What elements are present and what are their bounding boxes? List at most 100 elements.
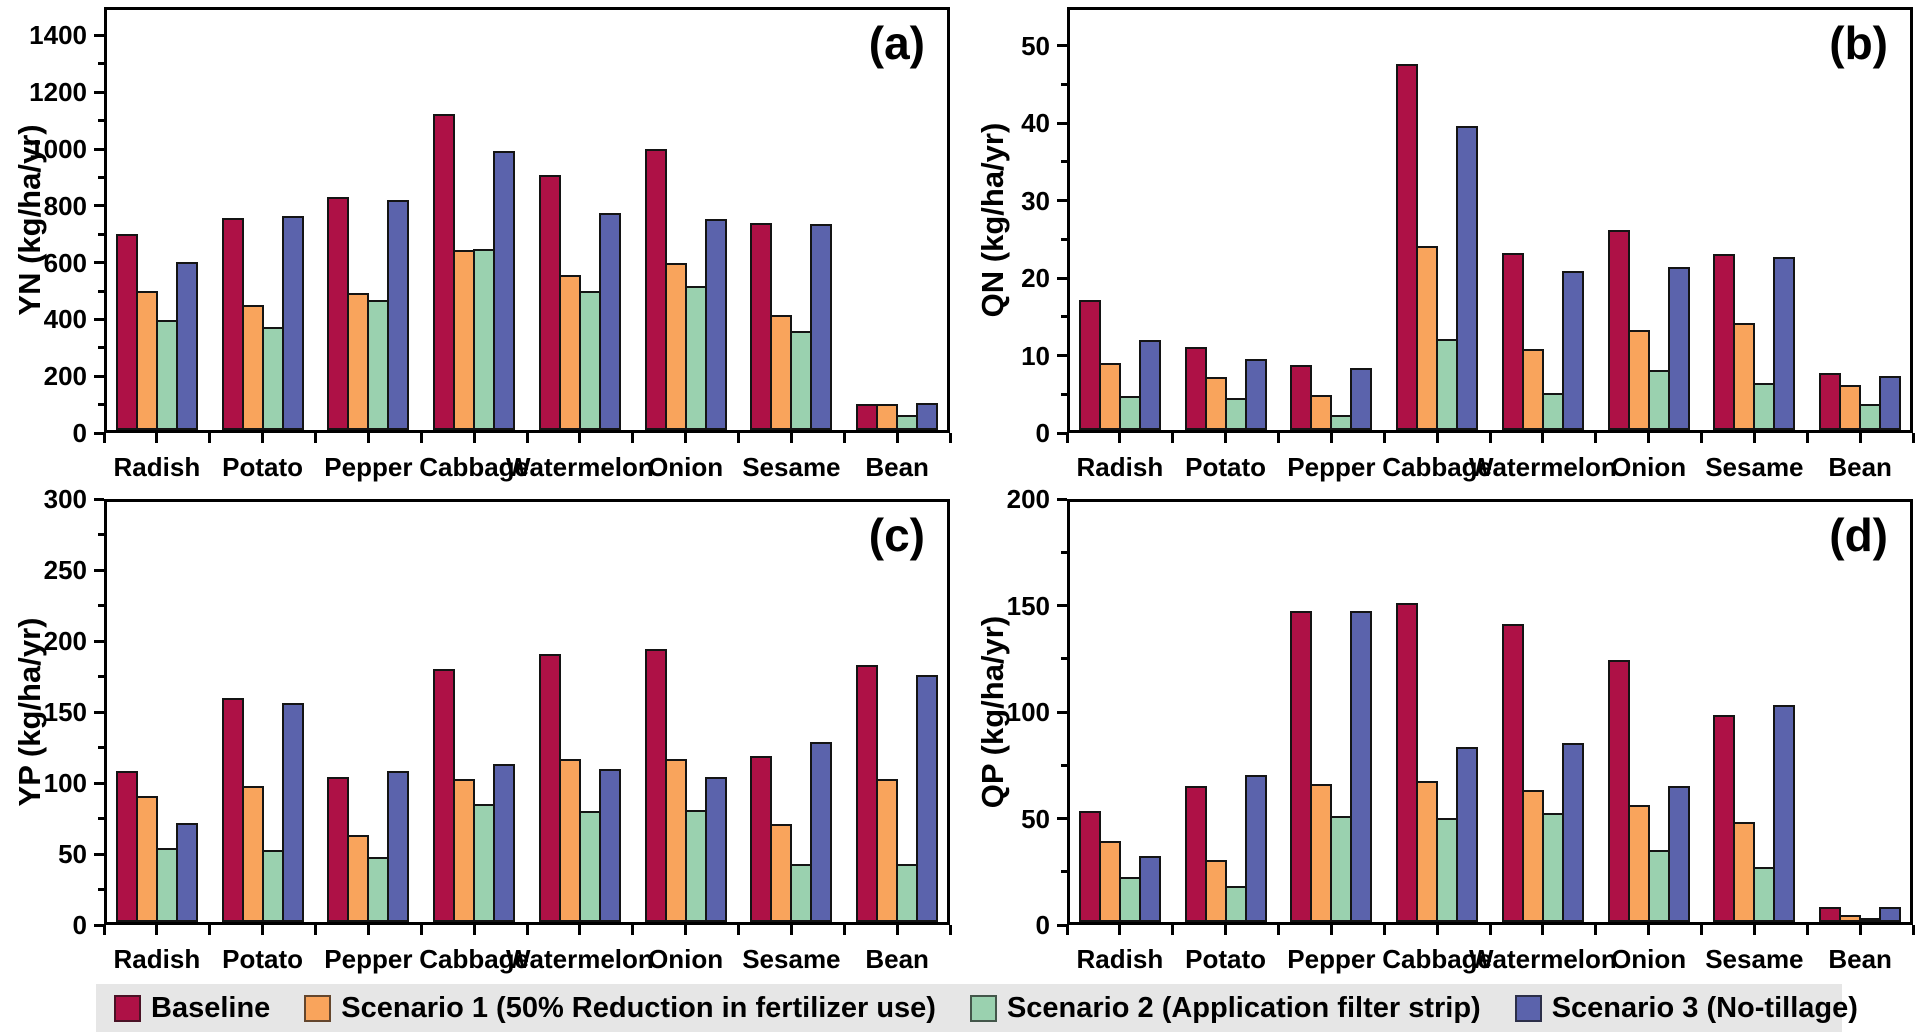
x-minor-tick [1435,433,1439,443]
x-tick [1065,925,1069,935]
bar-group-pepper [1279,502,1385,922]
x-minor-tick [1541,925,1545,935]
bar-series-1 [1819,907,1842,922]
x-minor-tick [684,925,688,935]
x-tick [1277,433,1280,443]
bar-series-2 [1839,385,1862,430]
x-minor-tick [366,433,370,443]
y-tick [94,710,104,714]
y-minor-tick [1061,763,1067,767]
x-category-label: Cabbage [1382,452,1493,482]
bar-series-4 [1244,358,1267,430]
legend-label: Scenario 1 (50% Reduction in fertilizer … [341,991,936,1024]
y-tick [94,497,104,501]
bar-series-3 [261,327,284,430]
y-minor-tick [1061,315,1067,319]
legend: Baseline Scenario 1 (50% Reduction in fer… [96,984,1858,1032]
x-tick [631,925,635,935]
bar-series-2 [347,835,370,922]
bar-series-3 [578,290,601,430]
bar-series-4 [175,261,198,430]
y-tick [1057,354,1067,358]
bar-series-2 [347,293,370,430]
x-minor-tick [1224,925,1228,935]
bar-series-1 [644,148,667,430]
x-minor-tick [578,433,582,443]
x-category-label: Bean [865,452,929,482]
x-minor-tick [155,433,159,443]
bar-series-4 [598,213,621,430]
bar-group-watermelon [527,10,633,430]
bar-series-3 [155,848,178,922]
x-tick [1277,925,1280,935]
bar-series-3 [261,849,284,922]
y-minor-tick [98,289,104,293]
y-tick-label: 0 [1035,418,1050,448]
bar-series-1 [115,234,138,430]
y-minor-tick [98,346,104,350]
x-tick [948,925,952,935]
bar-series-2 [1839,914,1862,922]
bar-series-2 [770,824,793,922]
y-tick [94,639,104,643]
x-tick [1488,925,1492,935]
bar-series-3 [1118,395,1141,430]
y-tick [94,568,104,572]
bar-series-1 [221,697,244,922]
y-tick [94,781,104,785]
y-tick [94,852,104,856]
x-minor-tick [1435,925,1439,935]
legend-label: Scenario 3 (No-tillage) [1551,991,1858,1024]
bar-series-1 [538,174,561,430]
bar-series-2 [1521,349,1544,430]
x-category-label: Bean [865,944,929,974]
bar-series-3 [1330,815,1353,922]
bar-group-watermelon [1490,502,1596,922]
bar-series-1 [1607,230,1630,430]
y-minor-tick [1061,657,1067,661]
bar-series-2 [1627,330,1650,430]
x-category-label: Watermelon [505,944,654,974]
bar-group-sesame [739,10,845,430]
y-minor-tick [1061,160,1067,164]
bar-series-2 [664,758,687,922]
bar-series-4 [1561,743,1584,922]
x-category-label: Radish [113,452,201,482]
y-tick [94,147,104,151]
x-category-label: Sesame [1705,944,1804,974]
y-tick [94,374,104,378]
bar-group-bean [1807,10,1913,430]
bar-series-2 [1733,323,1756,430]
bar-group-pepper [1279,10,1385,430]
y-tick-label: 800 [43,190,87,221]
y-tick-label: 200 [43,626,87,656]
y-minor-tick [1061,550,1067,554]
y-tick [1057,276,1067,280]
x-tick [737,433,740,443]
bar-series-3 [1859,404,1882,430]
bar-series-2 [1098,841,1121,922]
x-category-label: Onion [1611,452,1687,482]
y-tick [1057,817,1067,820]
x-tick [737,925,740,935]
bar-group-pepper [316,10,422,430]
bar-series-4 [1879,375,1902,430]
bar-series-4 [281,703,304,922]
bar-series-4 [916,402,939,430]
bar-group-cabbage [421,10,527,430]
x-category-label: Cabbage [419,944,530,974]
legend-label: Baseline [151,991,271,1024]
x-category-label: Pepper [324,944,413,974]
x-category-label: Pepper [1287,452,1376,482]
x-tick [208,925,212,935]
bar-series-1 [1396,602,1419,922]
panel-a: YN (kg/ha/yr) (a) 0 200 400 600 800 1000 1200 1… [0,0,963,492]
plot-area-c: (c) 0 50 100 150 200 250 300 Radish Potato Pepper… [44,484,952,974]
bar-series-2 [241,305,264,430]
bar-group-sesame [1702,10,1808,430]
x-category-label: Cabbage [419,452,530,482]
legend-item: Scenario 1 (50% Reduction in fertilizer … [304,992,936,1025]
bar-group-potato [1173,502,1279,922]
legend-item: Scenario 3 (No-tillage) [1514,991,1858,1025]
